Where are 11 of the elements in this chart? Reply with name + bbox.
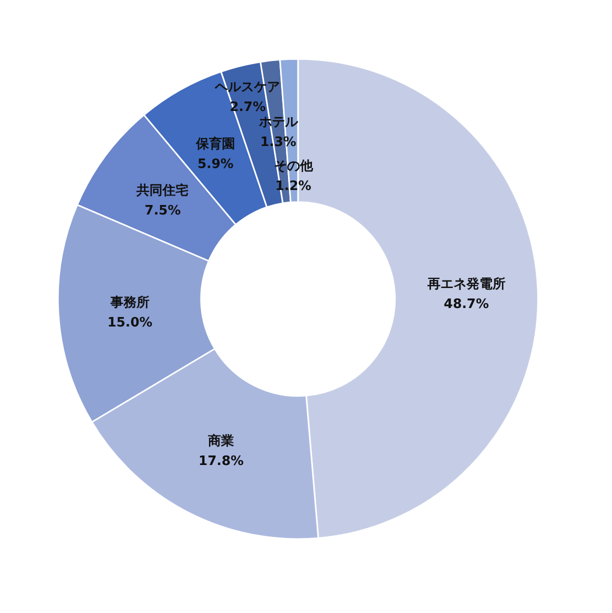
slice-label: 再エネ発電所 [426, 276, 506, 292]
slice-label: 保育園 [195, 136, 236, 152]
data-label: 1.2% [275, 179, 312, 194]
slice-label: 商業 [207, 432, 234, 449]
slice-label: 共同住宅 [136, 182, 189, 199]
slice-label: 事務所 [109, 294, 150, 310]
data-label: 15.0% [107, 315, 152, 330]
data-label: 48.7% [444, 296, 489, 312]
data-label: 7.5% [144, 204, 181, 219]
data-label: 5.9% [197, 157, 234, 172]
data-label: 17.8% [198, 454, 244, 469]
